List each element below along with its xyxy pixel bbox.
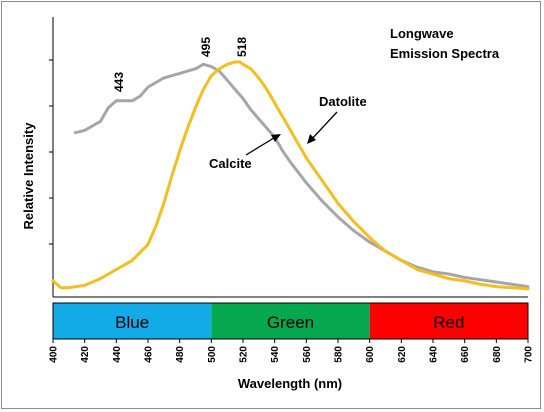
x-tick-label: 660: [460, 346, 471, 363]
axes: [49, 17, 528, 298]
x-tick-label: 440: [112, 346, 123, 363]
calcite-arrow: [245, 135, 278, 156]
color-bands: Blue Green Red: [52, 302, 529, 340]
band-label-green: Green: [267, 313, 314, 332]
peak-label-495: 495: [199, 37, 213, 57]
peak-label-518: 518: [235, 37, 249, 57]
x-tick-label: 520: [239, 346, 250, 363]
x-axis-title: Wavelength (nm): [238, 376, 342, 391]
x-tick-label: 580: [334, 346, 345, 363]
peak-label-443: 443: [112, 72, 126, 92]
datolite-arrowhead: [307, 134, 316, 144]
x-tick-label: 680: [492, 346, 503, 363]
y-tick-marks: [49, 59, 53, 245]
x-tick-label: 620: [397, 346, 408, 363]
x-tick-label: 480: [175, 346, 186, 363]
x-tick-label: 460: [144, 346, 155, 363]
x-tick-label: 420: [80, 346, 91, 363]
series-lines: [51, 60, 530, 291]
x-tick-label: 700: [524, 346, 535, 363]
calcite-label: Calcite: [209, 156, 252, 171]
band-green: [211, 303, 370, 339]
band-blue: [53, 303, 212, 339]
series-line-datolite: [51, 60, 530, 291]
band-label-red: Red: [433, 313, 464, 332]
band-red: [369, 303, 528, 339]
x-tick-label: 540: [270, 346, 281, 363]
series-line-calcite: [73, 62, 530, 289]
calcite-arrowhead: [271, 134, 281, 142]
band-label-blue: Blue: [115, 313, 149, 332]
chart-title-line-2: Emission Spectra: [390, 46, 500, 61]
x-tick-label: 500: [207, 346, 218, 363]
x-tick-label: 560: [302, 346, 313, 363]
band-outline: [52, 302, 529, 340]
chart-title-line-1: Longwave: [390, 26, 454, 41]
peak-labels: 443 495 518: [112, 37, 249, 92]
datolite-arrow: [309, 111, 338, 142]
datolite-label: Datolite: [319, 94, 367, 109]
x-tick-label: 640: [429, 346, 440, 363]
y-axis-title: Relative Intensity: [21, 122, 36, 230]
x-tick-marks: [52, 339, 529, 343]
x-tick-label: 400: [49, 346, 60, 363]
x-tick-label: 600: [365, 346, 376, 363]
x-tick-labels: 400 420 440 460 480 500 520 540 560 580 600 620 640 6…: [49, 346, 535, 363]
